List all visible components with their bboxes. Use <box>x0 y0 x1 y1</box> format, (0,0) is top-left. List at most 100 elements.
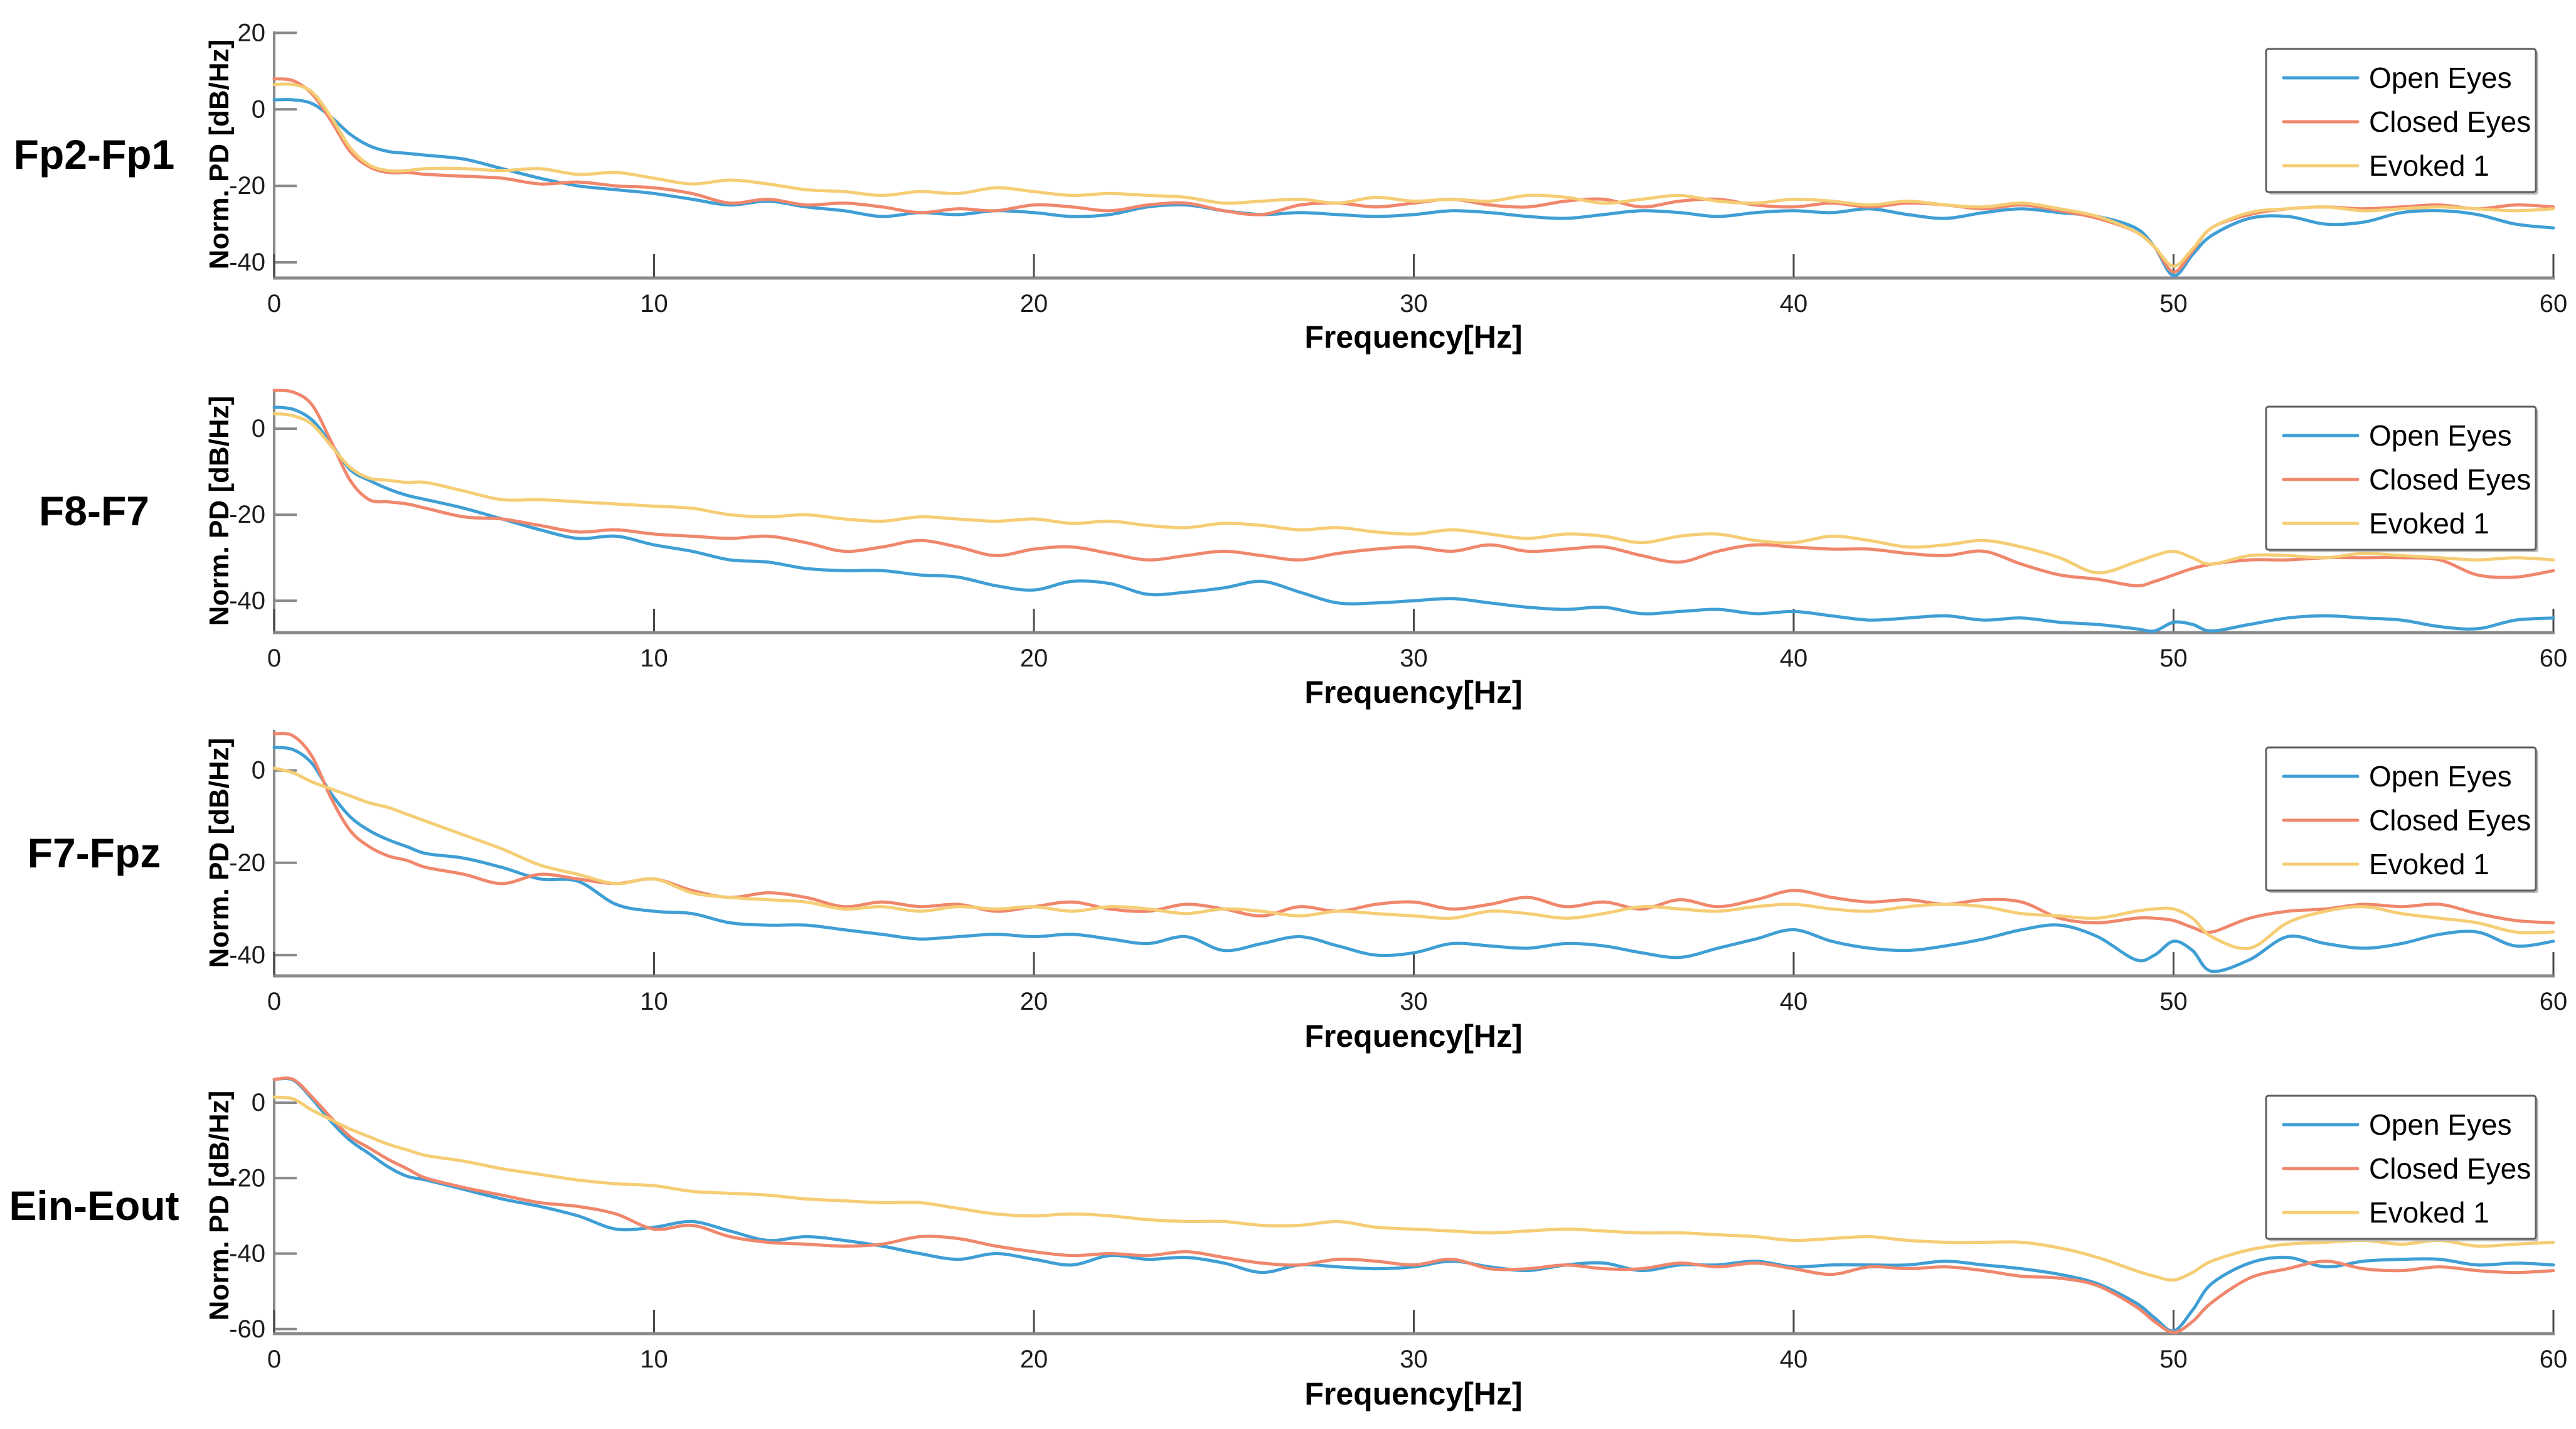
y-tick-label: 20 <box>238 19 266 46</box>
legend-label-evoked_1: Evoked 1 <box>2369 149 2489 182</box>
x-tick-label: 30 <box>1400 988 1428 1015</box>
series-line-open_eyes <box>272 746 2555 973</box>
channel-label-f8-f7: F8-F7 <box>38 488 150 534</box>
series-line-evoked_1 <box>272 766 2555 950</box>
x-tick-label: 20 <box>1020 290 1048 318</box>
x-tick-label: 50 <box>2159 988 2188 1015</box>
channel-label-f7-fpz: F7-Fpz <box>27 830 161 876</box>
legend-label-closed_eyes: Closed Eyes <box>2369 804 2531 837</box>
y-axis-label-ein-eout: Norm. PD [dB/Hz] <box>204 1090 235 1321</box>
y-tick-label: -40 <box>229 249 265 276</box>
channel-label-ein-eout: Ein-Eout <box>9 1182 179 1229</box>
legend: Open Eyes Closed Eyes Evoked 1 <box>2265 746 2538 893</box>
y-tick-label: 0 <box>252 95 265 123</box>
series-line-closed_eyes <box>272 732 2555 934</box>
legend-entry-evoked_1: Evoked 1 <box>2282 149 2489 182</box>
x-tick-label: 60 <box>2540 290 2568 318</box>
legend-entry-evoked_1: Evoked 1 <box>2282 507 2489 540</box>
series-line-closed_eyes <box>272 388 2555 587</box>
x-tick-label: 0 <box>267 1346 281 1373</box>
y-tick-label: -20 <box>229 849 265 877</box>
legend-label-evoked_1: Evoked 1 <box>2369 1196 2489 1229</box>
x-tick-label: 40 <box>1780 988 1808 1015</box>
y-tick-label: 0 <box>252 1089 265 1116</box>
x-tick-label: 10 <box>640 988 668 1015</box>
x-tick-label: 10 <box>640 645 668 672</box>
y-tick-label: -20 <box>229 172 265 200</box>
x-axis-label-ein-eout: Frequency[Hz] <box>1304 1376 1523 1411</box>
legend-label-evoked_1: Evoked 1 <box>2369 507 2489 540</box>
x-axis-label-fp2-fp1: Frequency[Hz] <box>1304 319 1523 355</box>
y-tick-label: -40 <box>229 941 265 969</box>
x-tick-label: 30 <box>1400 645 1428 672</box>
x-axis-label-f8-f7: Frequency[Hz] <box>1304 675 1523 710</box>
legend-label-closed_eyes: Closed Eyes <box>2369 1152 2531 1185</box>
x-tick-label: 10 <box>640 1346 668 1373</box>
legend: Open Eyes Closed Eyes Evoked 1 <box>2265 405 2538 552</box>
series-line-open_eyes <box>272 1076 2555 1333</box>
x-tick-label: 0 <box>267 988 281 1015</box>
x-tick-label: 30 <box>1400 290 1428 318</box>
series-line-evoked_1 <box>272 412 2555 575</box>
legend-label-open_eyes: Open Eyes <box>2369 760 2512 793</box>
y-tick-label: -60 <box>229 1315 265 1343</box>
series-line-evoked_1 <box>272 82 2555 268</box>
legend-entry-closed_eyes: Closed Eyes <box>2282 105 2531 138</box>
legend-entry-open_eyes: Open Eyes <box>2282 62 2512 94</box>
x-tick-label: 0 <box>267 645 281 672</box>
legend-label-evoked_1: Evoked 1 <box>2369 848 2489 880</box>
y-axis-label-f7-fpz: Norm. PD [dB/Hz] <box>204 737 235 968</box>
y-tick-label: -40 <box>229 1240 265 1268</box>
legend-entry-closed_eyes: Closed Eyes <box>2282 1152 2531 1185</box>
legend-label-open_eyes: Open Eyes <box>2369 1108 2512 1141</box>
y-tick-label: 0 <box>252 757 265 784</box>
legend-label-open_eyes: Open Eyes <box>2369 419 2512 452</box>
x-tick-label: 20 <box>1020 645 1048 672</box>
legend-entry-open_eyes: Open Eyes <box>2282 419 2512 452</box>
legend: Open Eyes Closed Eyes Evoked 1 <box>2265 1094 2538 1241</box>
x-tick-label: 40 <box>1780 290 1808 318</box>
series-line-closed_eyes <box>272 77 2555 274</box>
series-line-evoked_1 <box>272 1095 2555 1282</box>
legend-label-closed_eyes: Closed Eyes <box>2369 463 2531 496</box>
legend: Open Eyes Closed Eyes Evoked 1 <box>2265 48 2538 195</box>
series-line-open_eyes <box>272 98 2555 277</box>
legend-entry-evoked_1: Evoked 1 <box>2282 848 2489 880</box>
legend-box <box>2265 405 2537 551</box>
x-tick-label: 30 <box>1400 1346 1428 1373</box>
legend-entry-evoked_1: Evoked 1 <box>2282 1196 2489 1229</box>
x-tick-label: 60 <box>2540 1346 2568 1373</box>
x-tick-label: 60 <box>2540 988 2568 1015</box>
legend-box <box>2265 746 2537 892</box>
legend-box <box>2265 1094 2537 1240</box>
y-axis-label-f8-f7: Norm. PD [dB/Hz] <box>204 395 235 626</box>
y-tick-label: -20 <box>229 1164 265 1192</box>
subplot-f8-f7: 0 -20 -40 0 10 20 30 40 50 60 Open Eyes Closed Eyes… <box>229 388 2568 672</box>
x-tick-label: 40 <box>1780 645 1808 672</box>
x-tick-label: 20 <box>1020 988 1048 1015</box>
y-tick-label: -20 <box>229 501 265 528</box>
x-tick-label: 20 <box>1020 1346 1048 1373</box>
x-tick-label: 10 <box>640 290 668 318</box>
x-axis-label-f7-fpz: Frequency[Hz] <box>1304 1019 1523 1054</box>
legend-entry-closed_eyes: Closed Eyes <box>2282 804 2531 837</box>
x-tick-label: 60 <box>2540 645 2568 672</box>
legend-entry-open_eyes: Open Eyes <box>2282 1108 2512 1141</box>
legend-label-closed_eyes: Closed Eyes <box>2369 105 2531 138</box>
x-tick-label: 40 <box>1780 1346 1808 1373</box>
channel-label-fp2-fp1: Fp2-Fp1 <box>13 131 175 178</box>
x-tick-label: 50 <box>2159 1346 2188 1373</box>
legend-box <box>2265 48 2537 193</box>
legend-label-open_eyes: Open Eyes <box>2369 62 2512 94</box>
y-tick-label: 0 <box>252 415 265 442</box>
legend-entry-open_eyes: Open Eyes <box>2282 760 2512 793</box>
y-axis-label-fp2-fp1: Norm. PD [dB/Hz] <box>204 39 235 270</box>
x-tick-label: 0 <box>267 290 281 318</box>
y-tick-label: -40 <box>229 587 265 614</box>
series-line-open_eyes <box>272 405 2555 633</box>
series-line-closed_eyes <box>272 1076 2555 1334</box>
